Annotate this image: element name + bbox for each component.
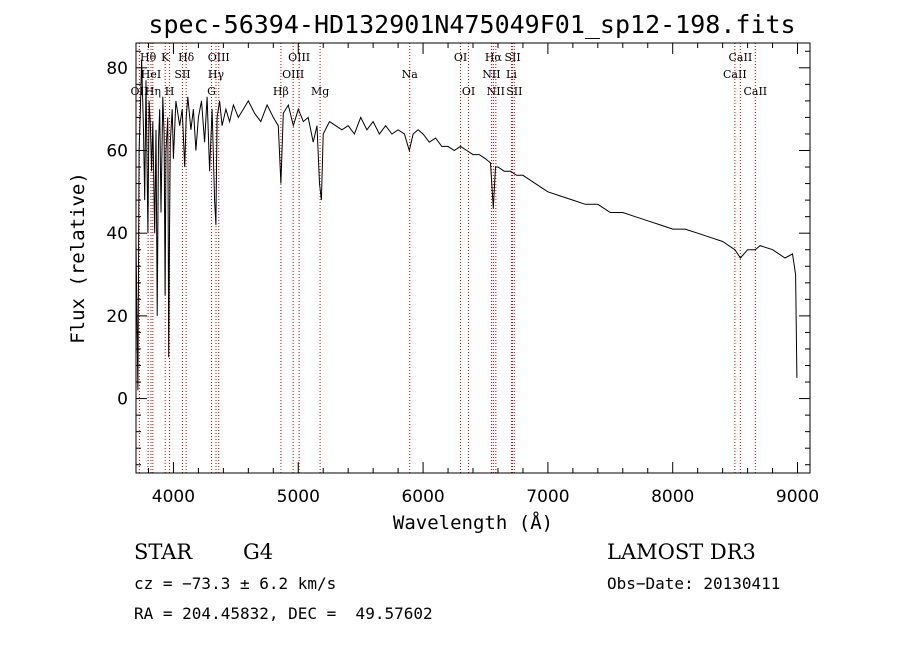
y-tick-label-80: 80 [106, 59, 128, 79]
line-label-16: OI [454, 51, 467, 64]
observation-date: Obs−Date: 20130411 [607, 574, 781, 593]
emission-line-markers [138, 43, 756, 473]
line-label-23: SII [506, 85, 522, 98]
plot-frame [135, 42, 811, 474]
line-label-19: NII [482, 68, 500, 81]
axis-tick-labels: 4000 5000 6000 7000 8000 9000 0 20 40 60 80 [106, 59, 819, 507]
line-label-9: Hγ [208, 68, 225, 81]
spectrum-line [135, 59, 798, 391]
line-label-14: Mg [311, 85, 329, 98]
line-label-25: CaII [723, 68, 747, 81]
line-label-13: OIII [282, 68, 304, 81]
y-axis-label: Flux (relative) [67, 172, 89, 344]
y-tick-label-0: 0 [117, 390, 128, 410]
axis-ticks [136, 43, 810, 473]
x-axis-label: Wavelength (Å) [393, 511, 553, 534]
y-tick-label-60: 60 [106, 142, 128, 162]
line-label-26: CaII [743, 85, 767, 98]
x-tick-label-9000: 9000 [776, 487, 819, 507]
line-label-6: H [165, 85, 175, 98]
line-label-24: CaII [729, 51, 753, 64]
object-class: STAR [134, 540, 193, 564]
line-label-10: G [207, 85, 216, 98]
spectrum-chart: spec-56394-HD132901N475049F01_sp12-198.f… [67, 10, 819, 534]
line-label-18: Hα [485, 51, 503, 64]
line-label-15: Na [402, 68, 419, 81]
survey-name: LAMOST DR3 [607, 540, 756, 564]
y-tick-label-20: 20 [106, 307, 128, 327]
chart-title: spec-56394-HD132901N475049F01_sp12-198.f… [148, 10, 795, 39]
line-label-3: Hη [145, 85, 161, 98]
redshift-cz: cz = −73.3 ± 6.2 km/s [134, 574, 337, 593]
y-tick-label-40: 40 [106, 224, 128, 244]
line-label-17: OI [462, 85, 475, 98]
line-label-21: SII [504, 51, 520, 64]
x-tick-label-5000: 5000 [277, 487, 320, 507]
line-label-0: Hθ [140, 51, 157, 64]
line-label-4: K [161, 51, 170, 64]
line-label-1: OII [131, 85, 149, 98]
line-label-8: OIII [208, 51, 230, 64]
line-label-5: SII [174, 68, 190, 81]
line-label-20: NII [487, 85, 505, 98]
emission-line-labels: Hθ OII HeI Hη K SII H Hδ OIII Hγ G Hβ OIII OIII Mg Na OI… [131, 51, 768, 98]
line-label-7: Hδ [178, 51, 195, 64]
x-tick-label-7000: 7000 [526, 487, 569, 507]
x-tick-label-8000: 8000 [651, 487, 694, 507]
line-label-11: Hβ [273, 85, 289, 98]
object-subclass: G4 [243, 540, 274, 564]
x-tick-label-4000: 4000 [152, 487, 195, 507]
ra-dec-coordinates: RA = 204.45832, DEC = 49.57602 [134, 604, 433, 623]
x-tick-label-6000: 6000 [401, 487, 444, 507]
line-label-2: HeI [141, 68, 161, 81]
line-label-12: OIII [288, 51, 310, 64]
line-label-22: Li [506, 68, 517, 81]
